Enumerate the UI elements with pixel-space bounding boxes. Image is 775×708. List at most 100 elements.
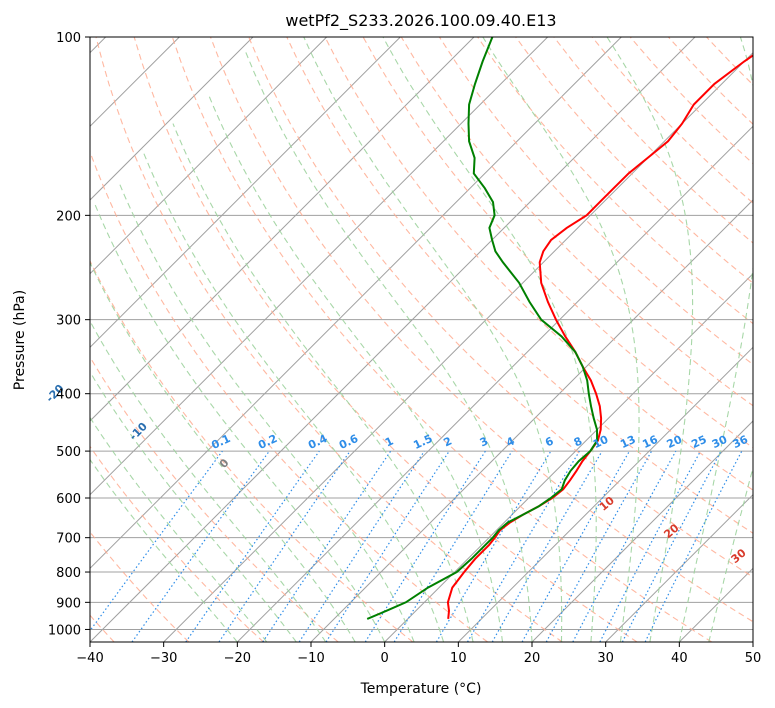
isotherm-line xyxy=(90,37,328,275)
mixing-ratio-label: 13 xyxy=(618,433,637,451)
dry-adiabat-line xyxy=(90,356,339,642)
moist-adiabat-line xyxy=(117,180,415,642)
dry-adiabat-line xyxy=(209,37,753,623)
y-tick-label: 300 xyxy=(56,314,81,329)
mixing-ratio-line xyxy=(298,450,425,642)
x-tick-label: −40 xyxy=(76,651,103,666)
moist-adiabat-line xyxy=(90,458,238,642)
x-axis-label: Temperature (°C) xyxy=(360,681,482,697)
mixing-ratio-line xyxy=(185,450,320,642)
chart-title: wetPf2_S233.2026.100.09.40.E13 xyxy=(285,11,556,31)
moist-adiabat-line xyxy=(303,37,563,642)
isotherm-line xyxy=(310,199,753,642)
y-axis-label: Pressure (hPa) xyxy=(12,290,28,390)
x-tick-label: 40 xyxy=(671,651,688,666)
mixing-ratio-label: 20 xyxy=(665,433,685,451)
mixing-ratio-line xyxy=(572,450,677,642)
dry-adiabat-line xyxy=(324,37,753,491)
x-tick-label: −20 xyxy=(224,651,251,666)
isotherm-line xyxy=(90,37,254,201)
x-tick-label: 0 xyxy=(381,651,389,666)
mixing-ratio-line xyxy=(545,450,653,642)
x-tick-label: 20 xyxy=(524,651,541,666)
temperature-profile-line xyxy=(446,54,753,619)
dry-adiabat-line xyxy=(248,37,753,578)
x-tick-label: −10 xyxy=(297,651,324,666)
moist-adiabat-line xyxy=(482,37,640,642)
isotherm-line xyxy=(90,37,696,642)
dewpoint-profile-line xyxy=(366,37,599,620)
mixing-ratio-line xyxy=(131,450,270,642)
mixing-ratio-label: 36 xyxy=(731,433,751,451)
x-tick-label: 50 xyxy=(745,651,762,666)
moist-adiabat-line xyxy=(141,149,445,642)
moist-adiabat-line xyxy=(90,416,268,642)
mixing-ratio-line xyxy=(325,450,450,642)
isotherm-line xyxy=(605,493,753,642)
dry-adiabat-line xyxy=(90,531,190,642)
moist-adiabat-line xyxy=(207,94,504,642)
mixing-ratio-label: 0.1 xyxy=(209,432,232,452)
mixing-ratio-line xyxy=(90,450,223,632)
tick-layer: −40 −30 −20 −10 0 10 20 30 40 5010020030040050060… xyxy=(48,31,761,666)
moist-adiabat-line xyxy=(678,37,753,642)
dry-adiabat-line xyxy=(95,37,563,642)
series-layer xyxy=(366,37,753,620)
dry-adiabat-line xyxy=(90,150,488,642)
dry-adiabat-line xyxy=(515,37,753,284)
x-tick-label: 10 xyxy=(450,651,467,666)
line-label-layer: 0.10.20.40.611.52346810131620253036-100-… xyxy=(43,382,751,566)
mixing-ratio-label: 10 xyxy=(591,433,611,451)
dry-adiabat-line xyxy=(90,445,264,642)
y-tick-label: 600 xyxy=(56,492,81,507)
moist-adiabat-line xyxy=(93,201,386,642)
dry-adiabat-line xyxy=(133,37,638,642)
dry-adiabat-line xyxy=(591,37,753,204)
isotherm-line xyxy=(90,37,475,422)
isotherm-line xyxy=(90,37,622,570)
mixing-ratio-line xyxy=(644,450,743,642)
mixing-ratio-label: 8 xyxy=(572,434,584,449)
moist-adiabat-line xyxy=(90,370,297,642)
moist-adiabat-label: 10 xyxy=(597,494,617,514)
mixing-ratio-line xyxy=(218,450,351,642)
mixing-ratio-label: 3 xyxy=(478,434,490,449)
isotherm-line xyxy=(90,37,549,496)
grid-layer xyxy=(90,37,753,642)
isotherm-line xyxy=(90,37,401,349)
mixing-ratio-line xyxy=(364,450,486,642)
moist-adiabat-line xyxy=(244,49,533,642)
moist-adiabat-label: 20 xyxy=(661,521,681,541)
dry-adiabat-label: -10 xyxy=(127,420,150,443)
isotherm-line xyxy=(678,567,753,642)
dry-adiabat-line xyxy=(667,37,753,125)
dry-adiabat-line xyxy=(171,37,712,642)
moist-adiabat-line xyxy=(90,320,327,642)
mixing-ratio-label: 30 xyxy=(710,433,730,451)
mixing-ratio-line xyxy=(393,450,513,642)
mixing-ratio-label: 6 xyxy=(543,434,556,449)
mixing-ratio-label: 1 xyxy=(383,434,395,449)
y-tick-label: 900 xyxy=(56,596,81,611)
mixing-ratio-label: 16 xyxy=(640,433,660,451)
isotherm-line xyxy=(531,420,753,642)
isotherm-line xyxy=(384,272,753,642)
moist-adiabat-line xyxy=(606,37,694,642)
y-tick-label: 100 xyxy=(56,31,81,46)
mixing-ratio-line xyxy=(521,450,631,642)
plot-frame xyxy=(89,36,754,643)
y-tick-label: 800 xyxy=(56,566,81,581)
isotherm-line xyxy=(752,641,753,642)
mixing-ratio-label: 25 xyxy=(689,433,708,451)
isotherm-line xyxy=(163,51,753,642)
x-tick-label: 30 xyxy=(597,651,614,666)
mixing-ratio-line xyxy=(262,450,392,642)
y-tick-label: 400 xyxy=(56,388,81,403)
dry-adiabat-line xyxy=(90,259,414,642)
isotherm-line xyxy=(457,346,753,642)
moist-adiabat-line xyxy=(708,465,753,642)
y-tick-label: 1000 xyxy=(48,623,81,638)
mixing-ratio-label: 0.4 xyxy=(306,432,329,452)
mixing-ratio-line xyxy=(599,450,702,642)
